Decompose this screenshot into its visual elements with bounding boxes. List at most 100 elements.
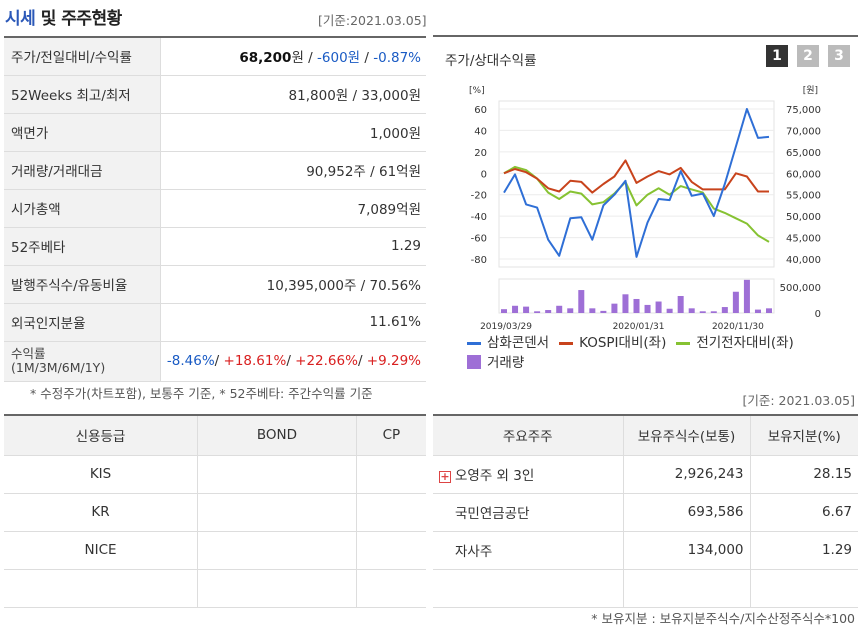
agency-cell: NICE (4, 531, 199, 570)
volume-bar (578, 290, 585, 313)
chart-panel: [%] [원] 60 40 20 0 -20 -40 -60 -80 75,000 70,000 65,… (433, 35, 858, 383)
left-axis-unit: [%] (469, 86, 485, 96)
price-change-value: 68,200원 / -600원 / -0.87% (160, 37, 426, 76)
separator: / (360, 50, 374, 67)
table-row: 발행주식수/유동비율 10,395,000주 / 70.56% (4, 265, 426, 304)
table-row: 52Weeks 최고/최저 81,800원 / 33,000원 (4, 75, 426, 114)
holder-name: 오영주 외 3인 (455, 468, 535, 484)
column-header: 보유주식수(보통) (623, 415, 751, 456)
column-header: CP (356, 415, 426, 456)
x-tick-label: 2020/01/31 (613, 322, 665, 332)
right-tick-label: 40,000 (786, 255, 821, 266)
legend-item: 삼화콘덴서 (467, 333, 549, 353)
holder-shares: 2,926,243 (623, 455, 751, 494)
holder-pct: 1.29 (750, 531, 858, 570)
credit-rating-table: 신용등급 BOND CP KIS KR NICE (4, 414, 426, 608)
bond-cell (197, 569, 357, 608)
price-unit: 원 (291, 50, 304, 67)
holder-shares (623, 569, 751, 608)
legend-swatch (676, 341, 691, 345)
return-1m: -8.46% (166, 353, 215, 369)
x-tick-label: 2020/11/30 (712, 322, 764, 332)
right-tick-label: 70,000 (786, 126, 821, 137)
return-1y: +9.29% (366, 353, 421, 369)
chart-page-3-button[interactable]: 3 (828, 45, 850, 67)
chart-legend: 삼화콘덴서 KOSPI대비(좌) 전기전자대비(좌) 거래량 (467, 333, 857, 373)
table-row: 수익률 (1M/3M/6M/1Y) -8.46%/ +18.61%/ +22.6… (4, 341, 426, 382)
table-row: 자사주 134,000 1.29 (433, 531, 858, 570)
price-summary-table: 주가/전일대비/수익률 68,200원 / -600원 / -0.87% 52W… (4, 36, 426, 382)
table-row: 주가/전일대비/수익률 68,200원 / -600원 / -0.87% (4, 37, 426, 76)
legend-swatch (467, 355, 481, 369)
legend-swatch (559, 341, 574, 345)
row-label: 수익률 (1M/3M/6M/1Y) (4, 341, 161, 382)
agency-cell: KR (4, 493, 199, 532)
column-header: 주요주주 (433, 415, 624, 456)
row-label: 52Weeks 최고/최저 (4, 75, 161, 114)
volume-bar (622, 294, 629, 313)
volume-bar (567, 308, 574, 313)
left-tick-label: 60 (474, 105, 487, 116)
cp-cell (356, 455, 426, 494)
table-row: KR (4, 493, 426, 532)
volume-bar (710, 311, 717, 313)
right-axis-unit: [원] (803, 85, 818, 96)
plot-frame (498, 100, 775, 268)
section-title: 시세 및 주주현황 (5, 4, 122, 29)
table-row: NICE (4, 531, 426, 570)
row-label: 거래량/거래대금 (4, 151, 161, 190)
table-row: 52주베타 1.29 (4, 227, 426, 266)
price-change: -600원 (317, 50, 361, 67)
volume-bar (633, 298, 640, 313)
returns-value: -8.46%/ +18.61%/ +22.66%/ +9.29% (160, 341, 426, 382)
holders-note: * 보유지분 : 보유지분주식수/지수산정주식수*100 (591, 611, 855, 626)
expand-plus-icon[interactable]: + (439, 470, 451, 483)
volume-bar (766, 308, 772, 313)
volume-bar (699, 311, 706, 313)
left-tick-label: 0 (481, 169, 487, 180)
legend-label: 삼화콘덴서 (487, 335, 550, 351)
left-tick-label: -60 (471, 234, 487, 245)
row-value: 11.61% (160, 303, 426, 342)
table-row: 시가총액 7,089억원 (4, 189, 426, 228)
volume-bar (644, 304, 651, 313)
holder-shares: 693,586 (623, 493, 751, 532)
table-row (4, 569, 426, 608)
cp-cell (356, 493, 426, 532)
section-title-rest: 및 주주현황 (35, 9, 123, 29)
legend-label: 전기전자대비(좌) (696, 335, 794, 351)
left-tick-label: 40 (474, 126, 487, 137)
row-value: 90,952주 / 61억원 (160, 151, 426, 190)
table-row: KIS (4, 455, 426, 494)
separator: / (303, 50, 318, 67)
price-change-rate: -0.87% (373, 50, 421, 67)
right-tick-label: 50,000 (786, 212, 821, 223)
legend-swatch (467, 341, 481, 345)
chart-page-1-button[interactable]: 1 (766, 45, 788, 67)
series-line-electronics-relative (503, 165, 770, 243)
bond-cell (197, 493, 357, 532)
agency-cell: KIS (4, 455, 199, 494)
left-tick-label: -80 (471, 255, 487, 266)
volume-bar (743, 279, 750, 313)
chart-page-2-button[interactable]: 2 (797, 45, 819, 67)
holder-pct: 6.67 (750, 493, 858, 532)
table-row: + 오영주 외 3인 2,926,243 28.15 (433, 455, 858, 494)
volume-bar (666, 308, 673, 313)
volume-bar (611, 303, 618, 313)
holder-name-cell[interactable]: + 오영주 외 3인 (433, 455, 624, 494)
row-value: 7,089억원 (160, 189, 426, 228)
right-tick-label: 65,000 (786, 148, 821, 159)
table-header-row: 주요주주 보유주식수(보통) 보유지분(%) (433, 415, 858, 456)
volume-bar (523, 306, 530, 313)
separator: / (214, 353, 224, 369)
column-header: 신용등급 (4, 415, 199, 456)
holder-name: 자사주 (433, 531, 624, 570)
current-price: 68,200 (239, 50, 292, 67)
return-6m: +22.66% (295, 353, 358, 369)
table-row: 국민연금공단 693,586 6.67 (433, 493, 858, 532)
volume-bar (721, 307, 728, 313)
column-header: 보유지분(%) (750, 415, 858, 456)
bond-cell (197, 455, 357, 494)
volume-tick-label: 0 (815, 309, 821, 320)
